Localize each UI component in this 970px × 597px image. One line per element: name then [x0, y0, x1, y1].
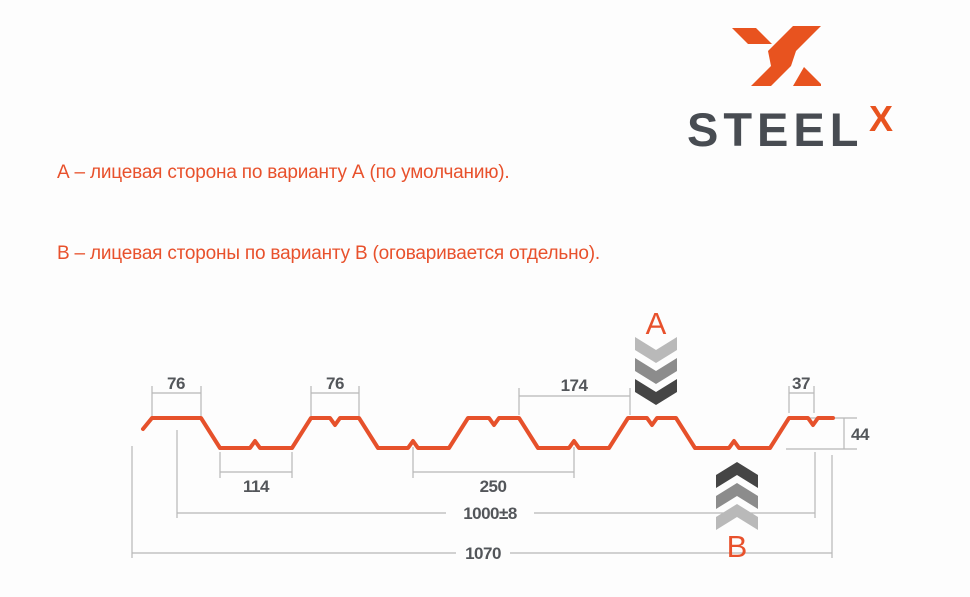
chevron-down-icon: [635, 337, 677, 363]
dim-label-profile-height: 44: [851, 425, 870, 444]
dim-label-working-width: 1000±8: [463, 504, 517, 523]
dim-working-width: 1000±8: [176, 430, 816, 523]
variant-b-label: B: [727, 529, 748, 564]
dim-label-valley-width: 114: [243, 477, 270, 496]
dim-overlap-crest: 37: [788, 374, 815, 413]
dim-label-overall-width: 1070: [465, 544, 501, 563]
steelx-logo-icon: [732, 26, 821, 86]
dim-profile-height: 44: [786, 417, 870, 450]
dim-label-rib-top-span: 174: [561, 376, 589, 395]
logo-stroke-diagonal: [751, 26, 821, 86]
note-variant-a: А – лицевая сторона по варианту А (по ум…: [57, 162, 510, 183]
dim-overall-width: 1070: [131, 446, 833, 563]
logo-arm-top-left: [732, 28, 772, 44]
logo-arm-bottom-right: [793, 67, 821, 86]
dim-crest-width-mid: 76: [310, 374, 360, 416]
dim-label-crest-mid: 76: [326, 374, 344, 393]
dim-valley-width: 114: [219, 452, 293, 496]
dim-crest-width-left: 76: [151, 374, 202, 416]
note-variant-b: В – лицевая стороны по варианту В (огова…: [57, 243, 600, 264]
dim-label-overlap-crest: 37: [792, 374, 810, 393]
brand-name: STEEL: [687, 103, 864, 156]
dim-rib-pitch: 250: [412, 447, 575, 496]
dim-label-crest-left: 76: [167, 374, 185, 393]
brand-suffix: X: [869, 98, 894, 139]
profile-outline: [141, 416, 835, 450]
dim-rib-top-span: 174: [518, 376, 631, 415]
chevron-down-icon: [635, 358, 677, 384]
variant-b-arrow-icon: [716, 462, 758, 530]
variant-a-arrow-icon: [635, 337, 677, 405]
dim-label-rib-pitch: 250: [480, 477, 507, 496]
chevron-up-icon: [716, 483, 758, 509]
chevron-up-icon: [716, 504, 758, 530]
chevron-down-icon: [635, 379, 677, 405]
chevron-up-icon: [716, 462, 758, 488]
variant-a-label: A: [646, 306, 667, 341]
